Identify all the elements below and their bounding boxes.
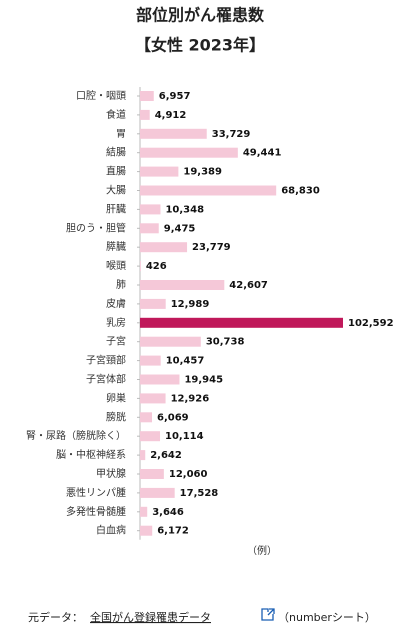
category-label: 脳・中枢神経系: [56, 448, 126, 461]
category-label: 多発性骨髄腫: [66, 505, 126, 518]
category-label: 子宮: [106, 335, 126, 348]
bar: [140, 450, 146, 461]
value-label: 426: [146, 261, 167, 272]
bar: [140, 393, 166, 404]
bar: [140, 298, 166, 309]
value-label: 10,457: [166, 356, 205, 367]
category-label: 大腸: [106, 184, 126, 197]
bar: [140, 506, 148, 517]
bar: [140, 487, 175, 498]
bar: [140, 128, 207, 139]
bar: [140, 166, 179, 177]
bar: [140, 317, 343, 328]
value-label: 17,528: [180, 488, 219, 499]
value-label: 12,989: [171, 299, 210, 310]
value-label: 49,441: [243, 148, 282, 159]
value-label: 3,646: [152, 507, 184, 518]
category-label: 胆のう・胆管: [66, 221, 126, 234]
value-label: 6,172: [157, 526, 189, 537]
value-label: 6,957: [159, 91, 191, 102]
category-label: 乳房: [106, 316, 126, 329]
category-label: 膀胱: [106, 410, 126, 423]
value-label: 19,945: [184, 375, 223, 386]
bar: [140, 525, 153, 536]
value-label: 10,348: [165, 204, 204, 215]
note: （例）: [247, 544, 277, 557]
bar: [140, 412, 153, 423]
category-label: 腎・尿路（膀胱除く）: [26, 429, 126, 442]
category-label: 子宮体部: [86, 373, 126, 386]
footer-suffix: （numberシート）: [278, 611, 376, 624]
value-label: 19,389: [183, 167, 222, 178]
category-label: 甲状腺: [96, 467, 126, 480]
bar: [140, 261, 141, 272]
bar: [140, 336, 201, 347]
category-label: 卵巣: [106, 391, 126, 404]
bar: [140, 469, 164, 479]
external-link-icon: [261, 608, 275, 621]
category-label: 肝臓: [106, 203, 126, 215]
value-label: 12,926: [171, 393, 210, 404]
bar: [140, 204, 161, 215]
value-label: 102,592: [348, 318, 394, 329]
category-label: 膵臓: [106, 241, 126, 253]
bar: [140, 431, 161, 442]
category-label: 胃: [116, 128, 126, 140]
category-label: 白血病: [96, 524, 126, 537]
value-label: 10,114: [165, 431, 204, 442]
value-label: 6,069: [157, 412, 189, 423]
value-label: 2,642: [150, 450, 182, 461]
bar: [140, 242, 188, 253]
bar: [140, 355, 161, 366]
bar: [140, 147, 238, 158]
category-label: 喉頭: [106, 260, 126, 272]
category-label: 悪性リンパ腫: [66, 486, 126, 499]
category-label: 直腸: [106, 165, 126, 178]
category-label: 肺: [116, 279, 126, 291]
bar: [140, 185, 277, 196]
value-label: 23,779: [192, 242, 231, 253]
bar: [140, 91, 154, 101]
category-label: 皮膚: [106, 297, 126, 310]
value-label: 12,060: [169, 469, 208, 480]
footer-prefix: 元データ：: [28, 610, 83, 624]
bar: [140, 223, 159, 234]
value-label: 42,607: [229, 280, 268, 291]
category-label: 結腸: [106, 146, 126, 159]
category-label: 子宮頸部: [86, 354, 126, 367]
chart-subtitle: 【女性 2023年】: [135, 36, 265, 55]
footer-link[interactable]: 全国がん登録罹患データ: [90, 610, 211, 624]
value-label: 30,738: [206, 337, 245, 348]
bar: [140, 374, 180, 385]
category-label: 口腔・咽頭: [76, 89, 126, 102]
bar: [140, 280, 225, 290]
bar: [140, 109, 150, 120]
value-label: 68,830: [281, 186, 320, 197]
value-label: 33,729: [212, 129, 251, 140]
chart-title: 部位別がん罹患数: [136, 6, 265, 25]
category-label: 食道: [106, 108, 126, 121]
value-label: 9,475: [164, 223, 196, 234]
value-label: 4,912: [155, 110, 187, 121]
